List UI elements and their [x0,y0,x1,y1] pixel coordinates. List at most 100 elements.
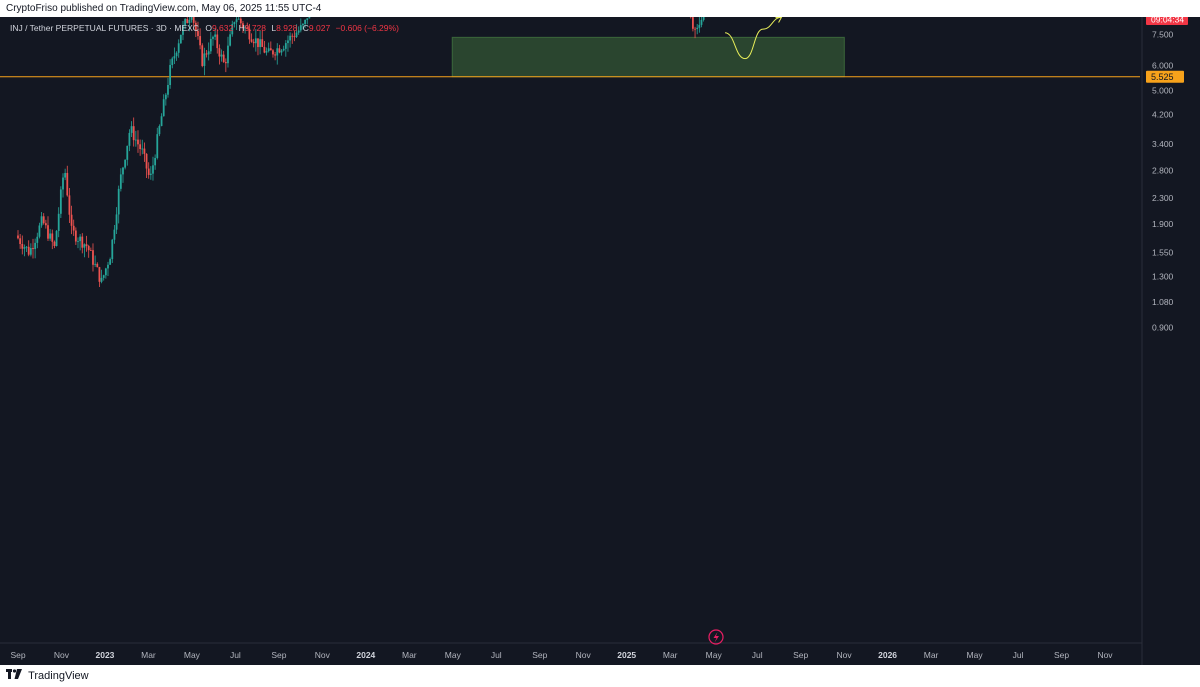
candle-body-9 [36,236,39,243]
candle-body-318 [698,24,701,28]
candle-315 [692,9,694,32]
price-chart[interactable]: 2.618 (126.201)1.618 (80.446) 190.000150… [0,0,1200,665]
candle-60 [145,153,148,178]
candle-body-119 [272,50,274,55]
candle-57 [139,139,142,156]
candle-body-106 [244,27,247,29]
candle-11 [40,211,43,228]
candle-136 [308,2,311,19]
candle-22 [64,168,67,181]
candle-39 [100,269,103,284]
candle-body-82 [192,16,195,23]
candle-114 [261,30,264,48]
candle-body-48 [119,174,122,189]
candle-76 [179,34,182,44]
projection-arrow-head [775,16,783,23]
candle-126 [287,35,289,52]
candle-body-8 [34,242,37,250]
candle-14 [47,216,49,241]
candle-116 [265,47,268,56]
candle-body-124 [282,48,285,51]
candle-53 [130,121,133,138]
candle-body-26 [72,225,75,231]
candle-body-120 [274,54,277,56]
candle-body-72 [171,58,174,65]
candle-body-114 [261,39,264,47]
y-tick-14: 5.000 [1152,86,1174,96]
candle-87 [203,47,206,76]
candle-50 [124,159,127,170]
candle-61 [147,162,150,179]
candle-78 [184,18,187,30]
candle-96 [222,50,225,63]
candle-body-101 [233,22,236,25]
candle-73 [173,47,176,64]
x-tick-1: Nov [54,650,70,660]
x-tick-10: May [445,650,462,660]
candle-67 [160,113,163,127]
y-tick-17: 2.800 [1152,166,1174,176]
candle-123 [280,49,283,56]
candle-body-129 [293,36,296,38]
candle-1 [19,233,22,249]
candle-120 [274,51,277,61]
candle-55 [134,130,137,147]
candle-18 [55,230,58,247]
candle-body-21 [62,177,64,190]
candle-body-59 [143,148,146,154]
candle-body-61 [147,168,150,175]
candle-90 [209,32,212,54]
candle-body-127 [289,35,292,41]
demand-zone-layer [451,36,845,78]
candle-59 [143,142,146,162]
x-tick-11: Jul [491,650,502,660]
price-axis[interactable]: 190.000150.000125.000105.00085.00069.000… [1141,2,1188,665]
x-tick-12: Sep [532,650,547,660]
x-tick-19: Nov [837,650,853,660]
candle-body-117 [267,48,270,52]
candle-101 [233,21,236,28]
candle-79 [186,15,189,24]
candle-body-75 [177,43,180,53]
chart-area[interactable]: 2.618 (126.201)1.618 (80.446) 190.000150… [0,0,1200,665]
candle-body-132 [299,25,302,31]
candle-33 [87,244,90,258]
candle-body-31 [83,244,86,248]
candle-body-2 [21,243,24,249]
y-tick-18: 2.300 [1152,193,1174,203]
candle-125 [284,40,287,57]
y-tick-20: 1.550 [1152,247,1174,257]
candle-319 [700,11,703,28]
y-tick-15: 4.200 [1152,110,1174,120]
candle-133 [302,22,304,30]
candle-body-66 [158,126,161,135]
tradingview-brand[interactable]: TradingView [28,670,89,683]
time-axis[interactable]: Sep Nov 2023 Mar May Jul Sep Nov 2024 Mar May Jul Se… [0,642,1142,660]
candle-113 [259,31,262,55]
x-tick-23: Jul [1013,650,1024,660]
x-tick-21: Mar [924,650,939,660]
candle-77 [182,20,184,41]
candle-body-0 [17,235,19,239]
candle-body-68 [162,99,165,117]
candle-body-73 [173,56,176,59]
candle-body-320 [702,7,705,20]
candle-119 [272,49,274,58]
candle-111 [254,29,257,52]
level-tag-label-5: 5.525 [1151,72,1174,82]
candle-92 [214,28,217,41]
candle-117 [267,42,270,53]
candle-30 [81,233,84,254]
candle-body-6 [29,248,32,255]
candle-35 [92,243,94,272]
candle-26 [72,219,75,236]
candle-body-128 [291,35,294,37]
tradingview-logo-icon[interactable] [6,665,22,687]
y-tick-13: 6.000 [1152,60,1174,70]
candle-body-95 [220,54,223,57]
candle-32 [85,235,88,252]
lightning-icon[interactable] [708,629,724,645]
candle-body-24 [68,195,71,215]
candle-318 [698,16,701,33]
candle-110 [252,38,255,48]
